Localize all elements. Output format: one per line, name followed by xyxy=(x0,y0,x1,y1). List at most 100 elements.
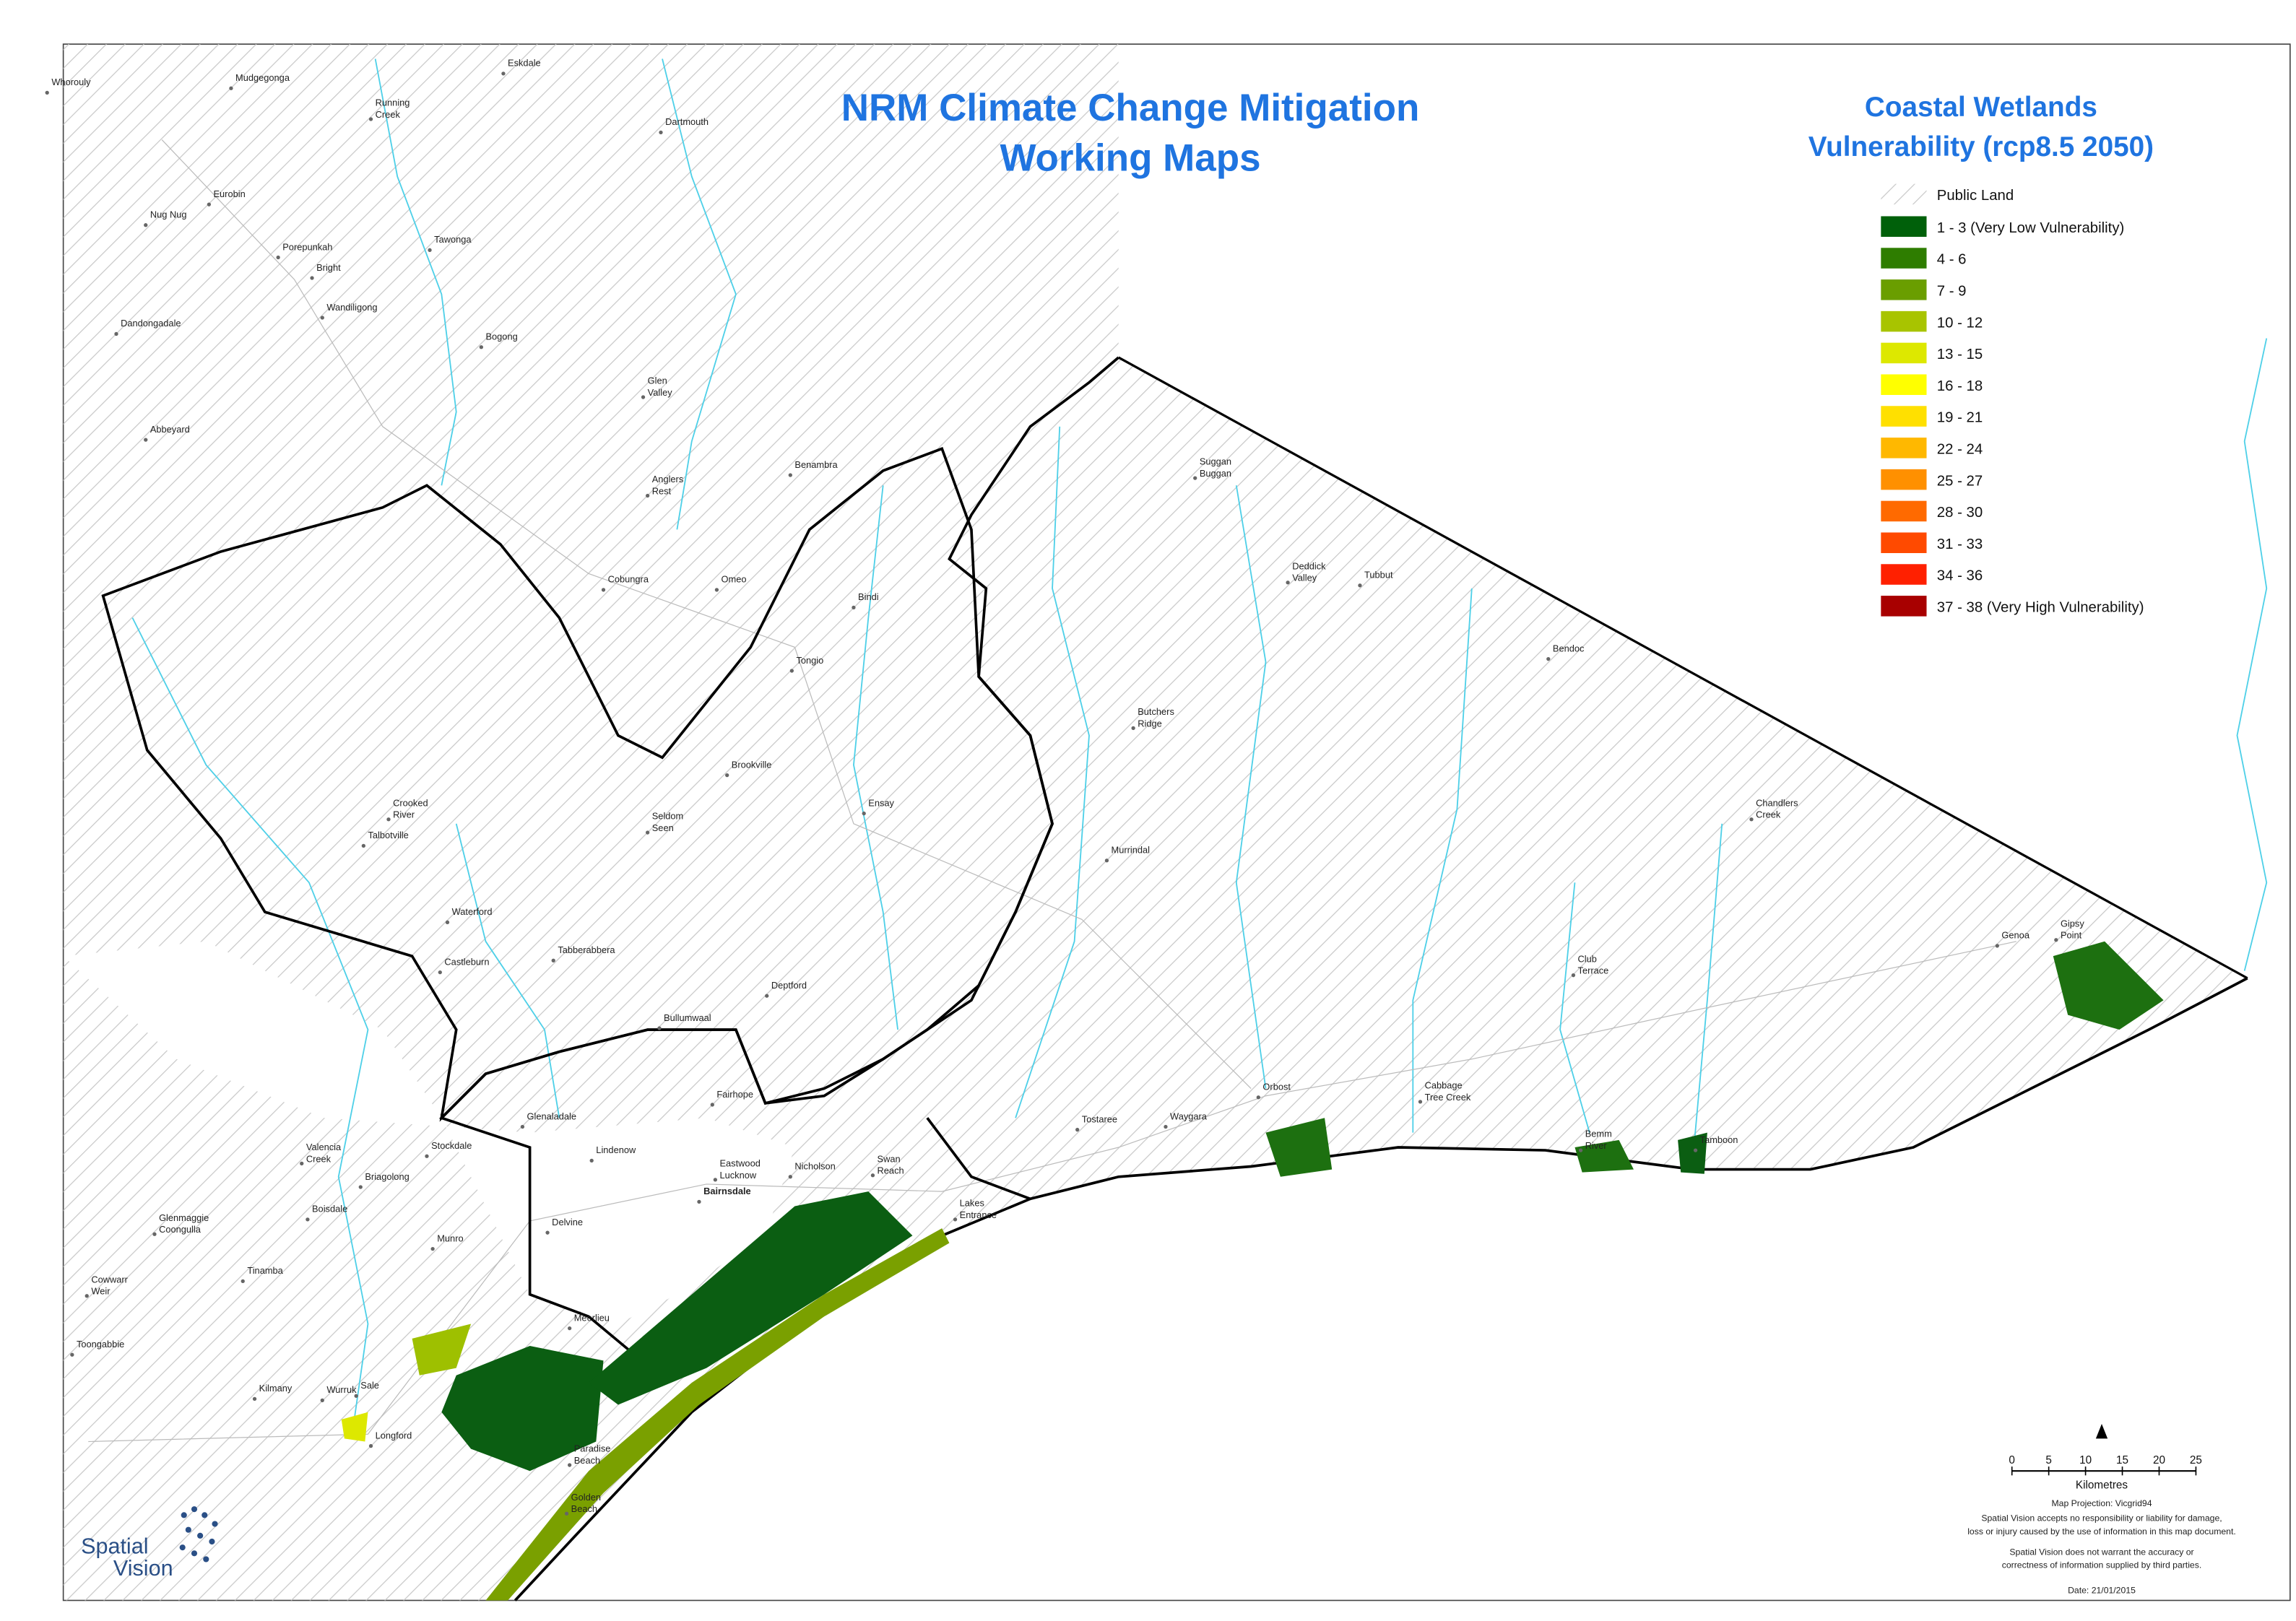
place-label: Meerlieu xyxy=(574,1312,610,1323)
map-title: NRM Climate Change Mitigation xyxy=(841,87,1420,129)
town-dot xyxy=(788,1175,792,1179)
place-label: Bright xyxy=(316,262,341,273)
town-dot xyxy=(520,1124,525,1129)
place-label: Toongabbie xyxy=(77,1339,124,1350)
town-dot xyxy=(479,345,484,349)
town-dot xyxy=(368,1443,373,1448)
place-label: Talbotville xyxy=(368,830,408,840)
place-label: Wurruk xyxy=(326,1384,357,1395)
town-dot xyxy=(765,994,769,998)
town-dot xyxy=(1104,859,1109,863)
town-dot xyxy=(252,1396,257,1401)
place-label: Chandlers xyxy=(1756,797,1798,808)
public-land xyxy=(63,44,2248,1601)
legend-label: 7 - 9 xyxy=(1937,283,1967,299)
town-dot xyxy=(386,817,391,822)
town-dot xyxy=(1578,1148,1583,1152)
place-label: Valley xyxy=(648,387,673,398)
rivers xyxy=(131,58,2268,1427)
legend-label: 25 - 27 xyxy=(1937,473,1983,489)
place-label: Whorouly xyxy=(51,77,91,87)
legend-swatch xyxy=(1881,564,1927,585)
place-label: Seldom xyxy=(652,811,684,822)
place-label: Tinamba xyxy=(247,1265,283,1276)
legend-label: 37 - 38 (Very High Vulnerability) xyxy=(1937,599,2144,615)
legend-swatch xyxy=(1881,406,1927,427)
town-dot xyxy=(152,1232,157,1236)
logo-text: Vision xyxy=(113,1556,173,1581)
place-label: Entrance xyxy=(960,1209,997,1220)
place-label: Abbeyard xyxy=(150,424,190,435)
town-dot xyxy=(300,1161,304,1166)
place-label: Glenaladale xyxy=(527,1111,576,1121)
place-label: Mudgegonga xyxy=(235,72,290,83)
place-label: Valencia xyxy=(306,1142,342,1152)
note: Spatial Vision does not warrant the accu… xyxy=(2009,1547,2193,1557)
town-dot xyxy=(306,1217,310,1222)
town-dot xyxy=(45,90,49,95)
place-label: Castleburn xyxy=(444,956,489,967)
town-dot xyxy=(144,223,148,227)
town-dot xyxy=(789,669,794,673)
town-dot xyxy=(641,395,646,399)
place-label: Running xyxy=(376,97,410,108)
place-label: Tabberabbera xyxy=(558,944,615,955)
place-label: Paradise xyxy=(574,1443,611,1454)
town-dot xyxy=(1418,1100,1423,1104)
scale-label: 25 xyxy=(2190,1454,2202,1466)
town-dot xyxy=(1693,1148,1698,1152)
legend-swatch xyxy=(1881,248,1927,269)
north-arrow xyxy=(2095,1424,2108,1439)
legend-swatch xyxy=(1881,342,1927,364)
town-dot xyxy=(430,1246,435,1251)
place-label: Rest xyxy=(652,486,672,497)
town-dot xyxy=(788,473,792,477)
town-dot xyxy=(2054,938,2058,942)
place-label: Lucknow xyxy=(719,1170,756,1181)
place-label: Creek xyxy=(1756,809,1781,820)
logo: Spatial Vision xyxy=(81,1506,218,1581)
place-label: Butchers xyxy=(1138,706,1174,717)
legend-label: 4 - 6 xyxy=(1937,252,1967,268)
scale-bar: 0 5 10 15 20 25 Kilometres xyxy=(2009,1424,2202,1492)
legend-label: 31 - 33 xyxy=(1937,536,1983,552)
town-dot xyxy=(1995,944,1999,948)
town-dot xyxy=(310,276,314,280)
place-label: Lindenow xyxy=(596,1144,636,1155)
place-label: Tawonga xyxy=(434,234,472,245)
town-dot xyxy=(361,843,365,848)
town-dot xyxy=(229,86,233,90)
town-dot xyxy=(545,1230,550,1235)
place-label: Point xyxy=(2061,930,2082,941)
place-label: Sale xyxy=(360,1380,379,1391)
legend-label: 28 - 30 xyxy=(1937,505,1983,521)
place-label: Creek xyxy=(306,1153,332,1164)
place-label: Fairhope xyxy=(716,1089,753,1100)
legend-label: 10 - 12 xyxy=(1937,315,1983,331)
legend-title: Vulnerability (rcp8.5 2050) xyxy=(1808,131,2154,162)
place-label: Anglers xyxy=(652,474,684,484)
roads xyxy=(88,139,2016,1443)
town-dot xyxy=(645,493,650,498)
town-dot xyxy=(207,202,212,207)
town-dot xyxy=(589,1158,594,1163)
place-label: Cabbage xyxy=(1425,1080,1463,1091)
place-label: Bindi xyxy=(858,591,879,602)
place-label: Bullumwaal xyxy=(664,1012,711,1023)
place-label: Club xyxy=(1578,953,1597,964)
town-dot xyxy=(567,1326,572,1331)
town-dot xyxy=(114,331,118,336)
town-dot xyxy=(425,1154,429,1158)
wetlands xyxy=(341,941,2164,1601)
place-label: Kilmany xyxy=(259,1383,293,1394)
town-dot xyxy=(1193,476,1197,480)
place-label: Buggan xyxy=(1200,468,1231,479)
place-label: Terrace xyxy=(1578,965,1609,976)
town-dot xyxy=(1075,1127,1080,1132)
town-dot xyxy=(1546,657,1551,661)
note: Spatial Vision accepts no responsibility… xyxy=(1981,1513,2222,1523)
legend-label: 19 - 21 xyxy=(1937,410,1983,426)
scale-label: 15 xyxy=(2116,1454,2128,1466)
town-dot xyxy=(1571,973,1576,978)
town-dot xyxy=(320,316,324,320)
